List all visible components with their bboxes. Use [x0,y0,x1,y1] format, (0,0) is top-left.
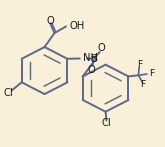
Text: Cl: Cl [102,118,112,128]
Text: O: O [87,65,95,75]
Text: Cl: Cl [4,88,14,98]
Text: F: F [141,80,146,89]
Text: F: F [150,69,155,78]
Text: OH: OH [70,21,85,31]
Text: NH: NH [83,53,98,63]
Text: O: O [47,16,54,26]
Text: O: O [98,43,105,53]
Text: F: F [137,60,142,69]
Text: S: S [90,54,97,64]
